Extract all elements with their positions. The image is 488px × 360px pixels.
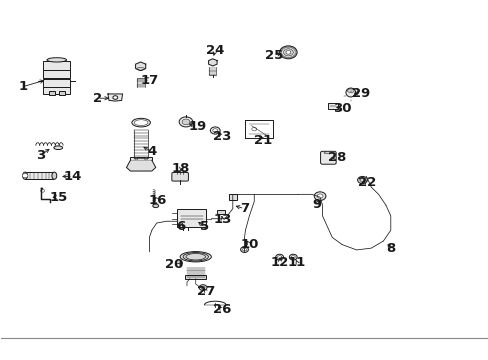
Text: 22: 22: [358, 176, 376, 189]
Text: 19: 19: [188, 121, 206, 134]
Polygon shape: [135, 62, 145, 71]
Bar: [43, 79, 70, 87]
Text: 21: 21: [253, 134, 272, 147]
Ellipse shape: [180, 252, 211, 262]
Ellipse shape: [134, 120, 148, 126]
Text: 2: 2: [93, 92, 102, 105]
Text: 29: 29: [352, 87, 370, 100]
Ellipse shape: [52, 172, 57, 179]
Text: 16: 16: [148, 194, 166, 207]
Ellipse shape: [324, 152, 332, 154]
Text: 24: 24: [205, 44, 224, 57]
Ellipse shape: [137, 67, 144, 70]
Circle shape: [242, 248, 246, 251]
Polygon shape: [208, 59, 217, 66]
Circle shape: [212, 129, 217, 132]
Bar: [130, 157, 152, 160]
Text: 4: 4: [147, 145, 156, 158]
Bar: [49, 91, 55, 95]
Circle shape: [41, 189, 44, 192]
Circle shape: [289, 254, 297, 260]
Circle shape: [291, 256, 295, 258]
Circle shape: [144, 158, 147, 160]
Circle shape: [285, 50, 290, 54]
Text: 8: 8: [386, 242, 395, 255]
Bar: [228, 194, 236, 200]
FancyBboxPatch shape: [171, 172, 188, 181]
Text: 7: 7: [240, 202, 248, 215]
Bar: [216, 210, 225, 215]
Bar: [43, 70, 70, 78]
Ellipse shape: [179, 117, 192, 127]
Text: 17: 17: [140, 74, 158, 87]
Circle shape: [201, 286, 204, 289]
Ellipse shape: [22, 172, 27, 179]
Text: 26: 26: [213, 303, 231, 316]
Bar: [25, 172, 53, 179]
Text: 30: 30: [332, 102, 350, 115]
Circle shape: [277, 256, 281, 258]
Polygon shape: [126, 160, 156, 171]
Circle shape: [314, 192, 325, 201]
Bar: [177, 209, 206, 226]
Ellipse shape: [345, 88, 355, 97]
Text: 25: 25: [264, 49, 282, 62]
Bar: [43, 61, 70, 70]
Text: 14: 14: [63, 170, 82, 183]
Bar: [184, 275, 206, 279]
FancyBboxPatch shape: [320, 151, 335, 164]
Text: 3: 3: [36, 149, 45, 162]
Ellipse shape: [182, 119, 189, 125]
Ellipse shape: [185, 253, 205, 260]
Ellipse shape: [153, 204, 158, 208]
Ellipse shape: [47, 58, 66, 62]
Ellipse shape: [183, 253, 208, 261]
Circle shape: [210, 127, 220, 134]
Circle shape: [199, 285, 206, 291]
Bar: [59, 91, 64, 95]
Text: 12: 12: [270, 256, 288, 269]
Circle shape: [279, 46, 297, 59]
Text: 5: 5: [200, 220, 209, 233]
Ellipse shape: [54, 146, 62, 149]
Circle shape: [317, 194, 323, 198]
Circle shape: [359, 178, 364, 182]
Text: 28: 28: [327, 151, 346, 164]
Polygon shape: [108, 94, 122, 101]
Bar: [43, 87, 70, 94]
Circle shape: [283, 49, 293, 56]
Ellipse shape: [132, 118, 150, 127]
Text: 13: 13: [213, 213, 231, 226]
Text: 15: 15: [49, 191, 67, 204]
Bar: [328, 103, 337, 109]
Text: 23: 23: [213, 130, 231, 144]
Text: 20: 20: [164, 258, 183, 271]
Circle shape: [135, 158, 138, 160]
Text: 10: 10: [240, 238, 258, 251]
Text: 27: 27: [197, 285, 215, 298]
Circle shape: [357, 176, 366, 184]
Circle shape: [251, 127, 256, 131]
Circle shape: [22, 174, 28, 178]
Text: 9: 9: [311, 198, 321, 211]
Text: 18: 18: [172, 162, 190, 175]
Circle shape: [240, 247, 248, 252]
Text: 1: 1: [18, 80, 27, 93]
Circle shape: [113, 96, 118, 99]
Text: 6: 6: [176, 220, 185, 233]
Text: 11: 11: [287, 256, 305, 269]
Circle shape: [275, 254, 283, 260]
Ellipse shape: [346, 89, 353, 93]
